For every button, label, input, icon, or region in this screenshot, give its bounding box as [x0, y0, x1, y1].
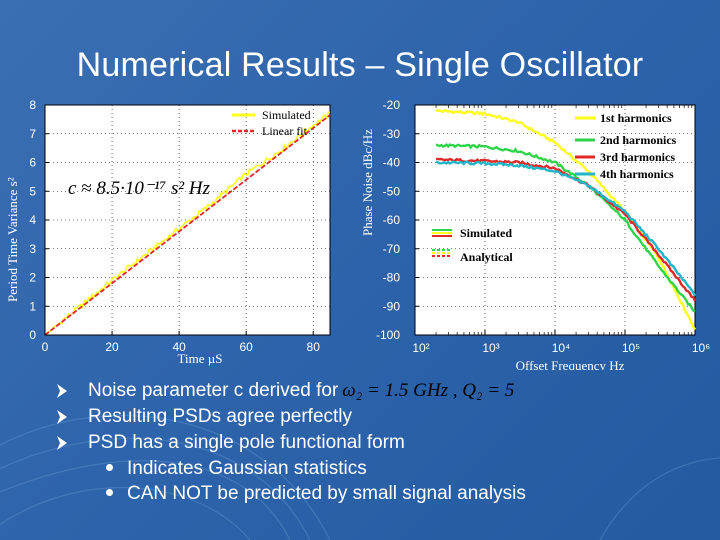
variance-x-tick-label: 80: [307, 340, 321, 354]
phase-noise-chart: -20 -30 -40 -50 -60 -70 -80 -90 -100 10² 10³ 10⁴ 10⁵…: [360, 98, 710, 370]
variance-x-tick-label: 20: [105, 340, 119, 354]
variance-annotation: c ≈ 8.5·10⁻¹⁷ s² Hz: [68, 178, 211, 199]
arrow-bullet-icon: [57, 384, 67, 398]
kind-legend: Simulated Analytical: [432, 226, 513, 264]
variance-y-label: Period Time Variance s²: [5, 177, 20, 302]
dot-bullet-icon: [106, 464, 113, 472]
phase-noise-y-tick-label: -70: [383, 242, 401, 256]
phase-noise-y-tick-label: -90: [383, 299, 401, 313]
legend-simulated: Simulated: [262, 108, 311, 122]
phase-noise-y-tick-label: -20: [383, 98, 401, 112]
bullet-item: Resulting PSDs agree perfectly: [54, 404, 526, 430]
legend-simulated-kind: Simulated: [460, 226, 512, 240]
variance-y-tick-label: 1: [29, 299, 36, 313]
phase-noise-x-label: Offset Frequency Hz: [516, 358, 625, 370]
legend-1st-harmonics: 1st harmonics: [600, 111, 672, 125]
sub-bullet-item: CAN NOT be predicted by small signal ana…: [106, 481, 526, 506]
variance-y-tick-label: 8: [29, 98, 36, 112]
variance-x-tick-label: 40: [172, 340, 186, 354]
variance-y-tick-label: 3: [29, 242, 36, 256]
sub-bullet-item: Indicates Gaussian statistics: [106, 456, 526, 481]
variance-y-tick-label: 2: [29, 271, 36, 285]
phase-noise-x-tick-label: 10²: [412, 341, 429, 355]
phase-noise-y-label: Phase Noise dBc/Hz: [360, 129, 375, 236]
legend-4th-harmonics: 4th harmonics: [600, 167, 674, 181]
legend-2nd-harmonics: 2nd harmonics: [600, 133, 677, 147]
sub-bullet-text: Indicates Gaussian statistics: [127, 458, 367, 479]
variance-legend: Simulated Linear fit: [232, 108, 311, 138]
variance-y-tick-label: 0: [29, 328, 36, 342]
bullet-text: PSD has a single pole functional form: [88, 432, 405, 453]
bullet-text: Noise parameter c derived for: [88, 380, 339, 401]
series-2nd-harmonics: [435, 143, 696, 313]
variance-x-label: Time µS: [178, 351, 223, 366]
series-simulated: [44, 111, 331, 336]
variance-x-tick-label: 60: [239, 340, 253, 354]
phase-noise-y-tick-label: -50: [383, 184, 401, 198]
phase-noise-y-tick-label: -100: [376, 328, 400, 342]
bullet-equation: ω₂ = 1.5 GHz , Q₂ = 5: [342, 380, 515, 401]
sub-bullet-text: CAN NOT be predicted by small signal ana…: [127, 483, 526, 504]
phase-noise-x-tick-label: 10⁵: [622, 341, 640, 355]
legend-analytical-kind: Analytical: [460, 250, 513, 264]
phase-noise-y-tick-label: -40: [383, 156, 401, 170]
arrow-bullet-icon: [57, 436, 67, 450]
series-linear-fit: [44, 114, 331, 336]
harmonics-legend: 1st harmonics 2nd harmonics 3rd harmonic…: [575, 111, 677, 181]
phase-noise-x-tick-label: 10⁶: [692, 341, 710, 355]
bullet-item: Noise parameter c derived for ω₂ = 1.5 GH…: [54, 378, 526, 404]
legend-linear-fit: Linear fit: [262, 124, 308, 138]
variance-y-tick-label: 6: [29, 156, 36, 170]
series-4th-harmonics: [435, 160, 697, 297]
phase-noise-y-tick-label: -60: [383, 213, 401, 227]
slide-title: Numerical Results – Single Oscillator: [76, 46, 644, 84]
phase-noise-x-tick-label: 10⁴: [552, 341, 571, 355]
variance-y-tick-label: 7: [29, 127, 36, 141]
dot-bullet-icon: [106, 489, 113, 497]
phase-noise-y-tick-label: -80: [383, 271, 401, 285]
variance-y-tick-label: 4: [29, 213, 36, 227]
variance-x-tick-label: 0: [42, 340, 49, 354]
arrow-bullet-icon: [57, 410, 67, 424]
legend-3rd-harmonics: 3rd harmonics: [600, 150, 675, 164]
phase-noise-y-tick-label: -30: [383, 127, 401, 141]
bullet-text: Resulting PSDs agree perfectly: [88, 406, 353, 427]
bullet-list: Noise parameter c derived for ω₂ = 1.5 GH…: [54, 378, 526, 506]
bullet-item: PSD has a single pole functional form: [54, 430, 526, 456]
phase-noise-x-tick-label: 10³: [482, 341, 499, 355]
variance-y-tick-label: 5: [29, 184, 36, 198]
